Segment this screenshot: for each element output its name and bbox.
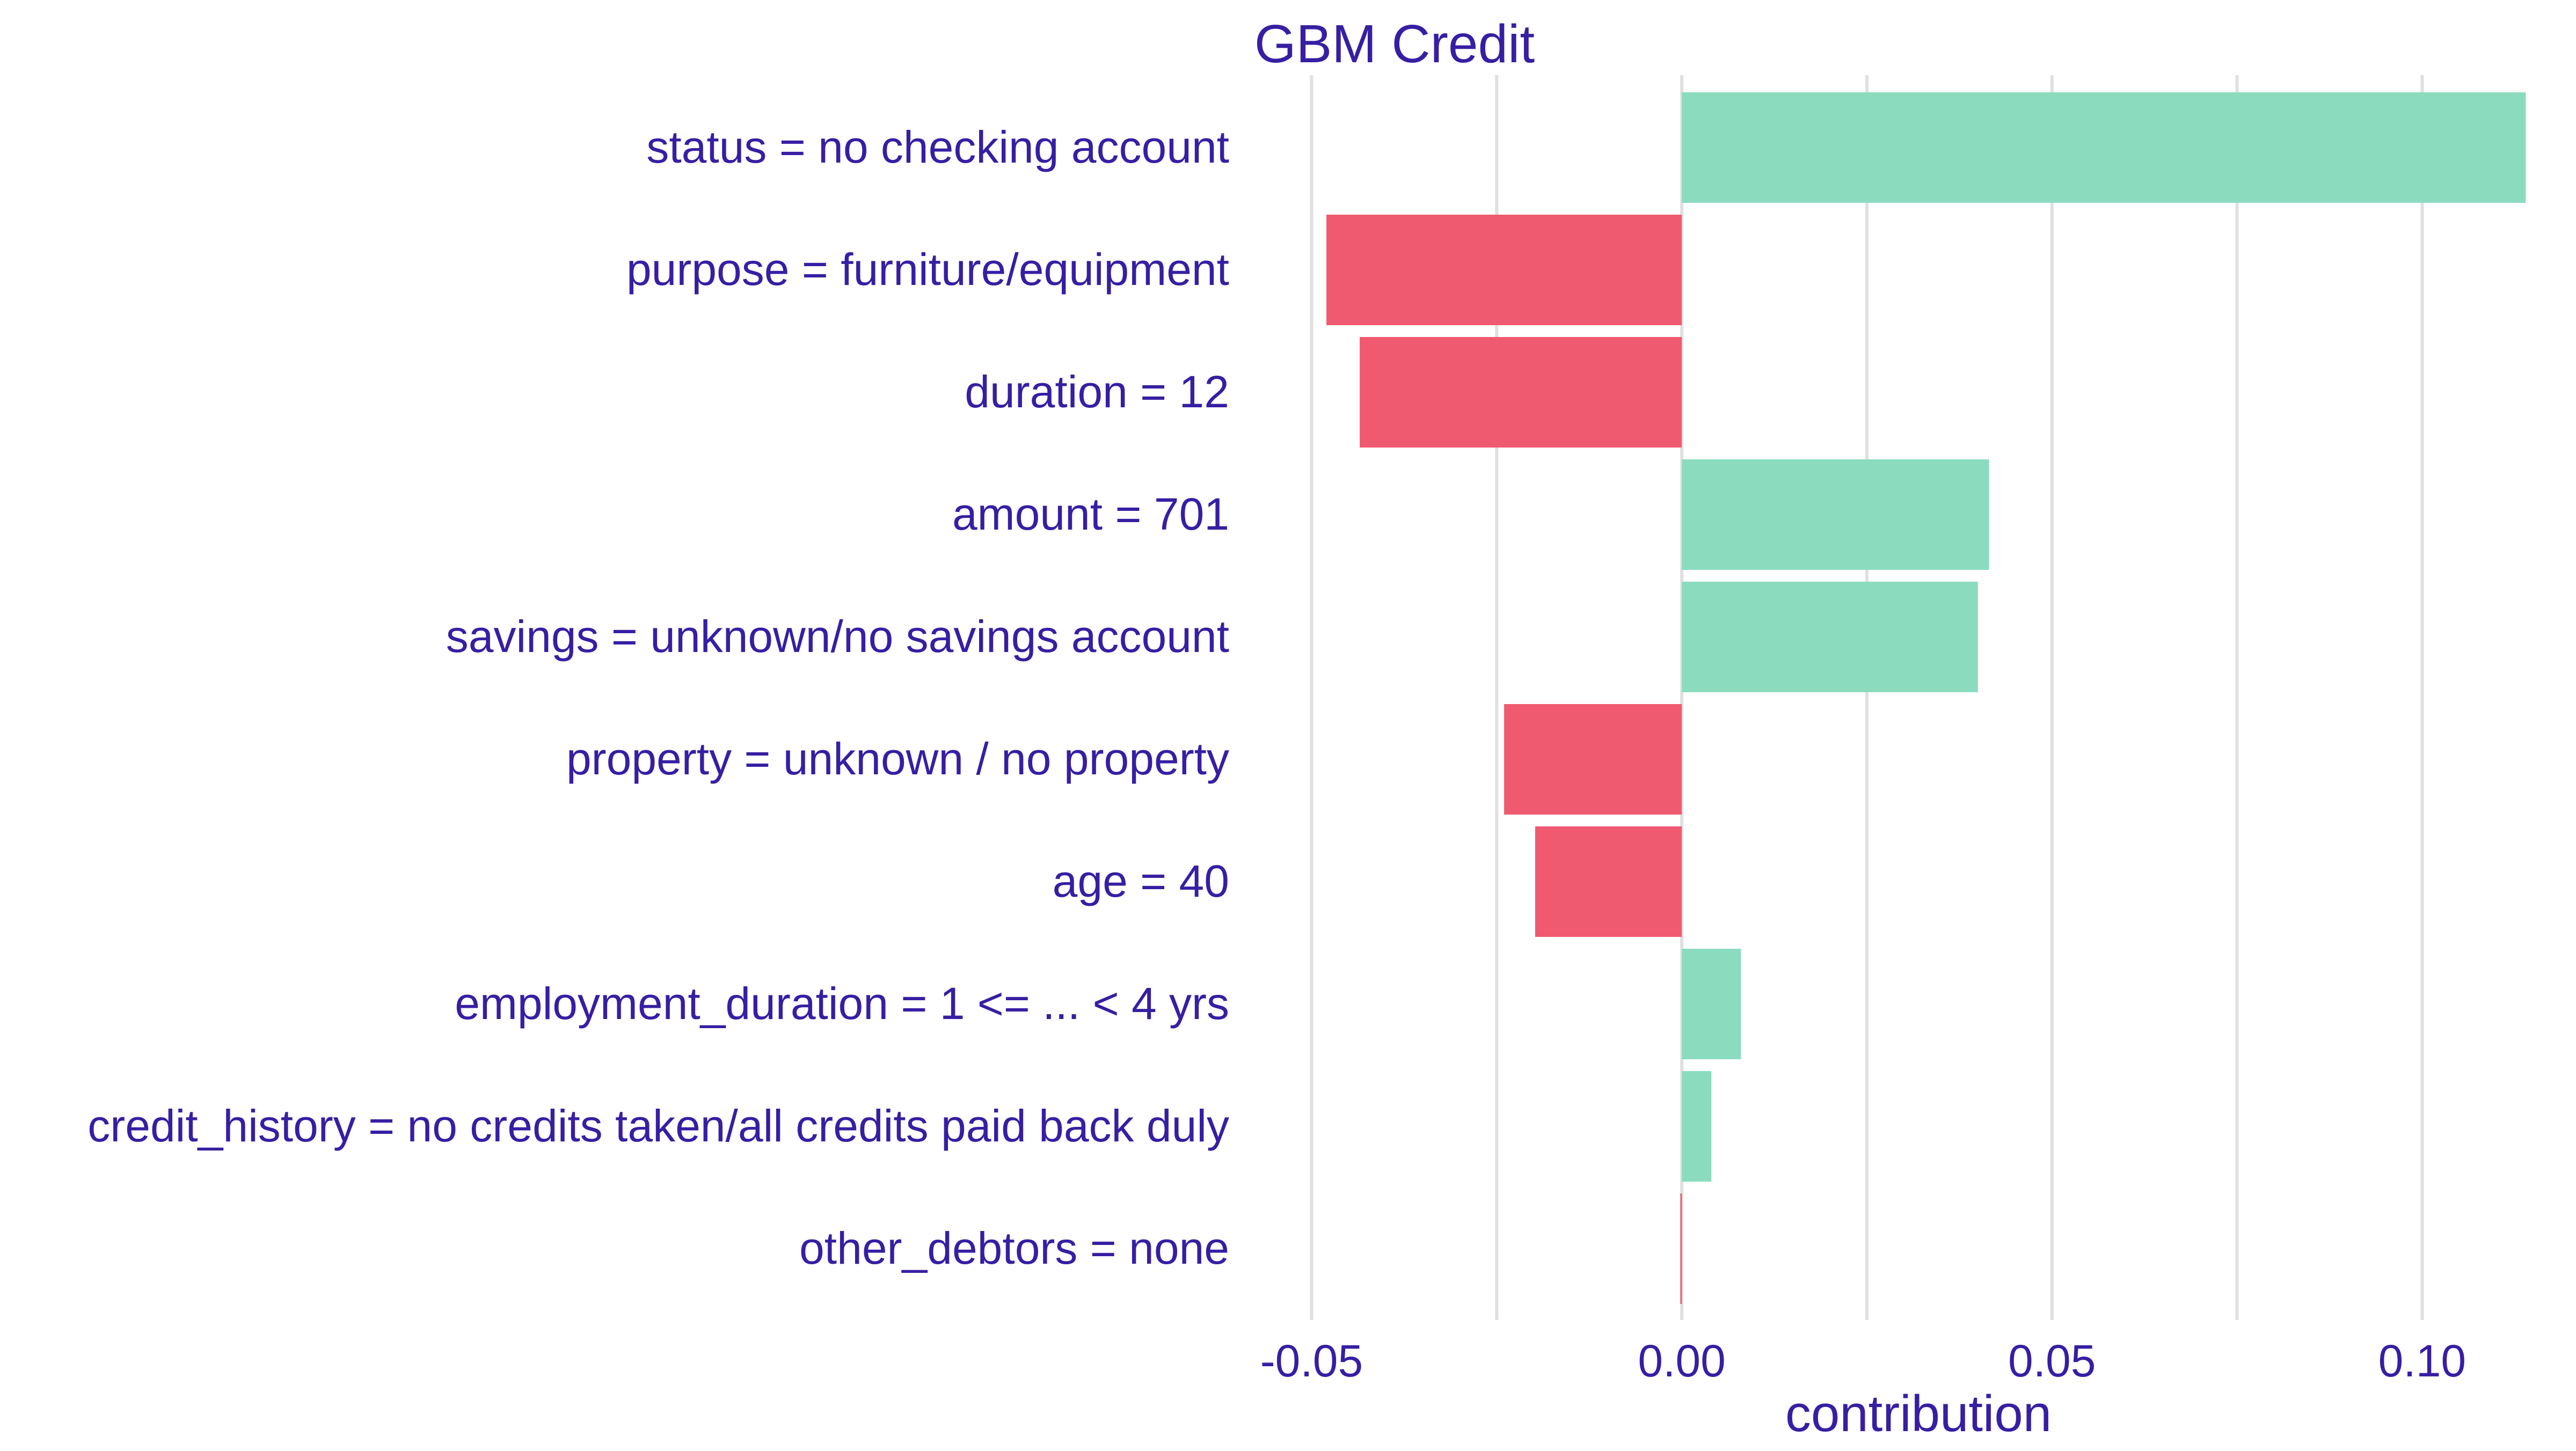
category-label: savings = unknown/no savings account <box>446 611 1229 662</box>
x-tick-label: 0.10 <box>2378 1336 2466 1386</box>
x-tick-label: -0.05 <box>1260 1336 1363 1386</box>
bar <box>1682 949 1741 1059</box>
bar <box>1682 1071 1712 1182</box>
category-label: status = no checking account <box>646 122 1229 172</box>
bar <box>1682 582 1978 692</box>
category-label: age = 40 <box>1053 856 1229 906</box>
chart-title: GBM Credit <box>1254 14 1535 74</box>
category-label: other_debtors = none <box>799 1223 1229 1273</box>
category-labels: status = no checking account purpose = fu… <box>87 122 1229 1273</box>
category-label: amount = 701 <box>952 489 1229 539</box>
category-label: duration = 12 <box>965 367 1229 417</box>
bar <box>1680 1193 1682 1304</box>
x-tick-label: 0.05 <box>2008 1336 2096 1386</box>
bar <box>1360 337 1682 448</box>
bar <box>1326 215 1682 325</box>
x-tick-label: 0.00 <box>1638 1336 1726 1386</box>
bar <box>1682 92 2526 203</box>
category-label: purpose = furniture/equipment <box>626 244 1229 295</box>
bars <box>1326 92 2526 1304</box>
category-label: employment_duration = 1 <= ... < 4 yrs <box>455 978 1229 1029</box>
bar <box>1535 826 1682 937</box>
category-label: property = unknown / no property <box>566 734 1229 784</box>
category-label: credit_history = no credits taken/all cr… <box>87 1101 1229 1151</box>
x-axis-ticks: -0.05 0.00 0.05 0.10 <box>1260 1336 2466 1386</box>
bar <box>1504 704 1682 815</box>
bar <box>1682 459 1989 570</box>
x-axis-label: contribution <box>1785 1385 2052 1442</box>
